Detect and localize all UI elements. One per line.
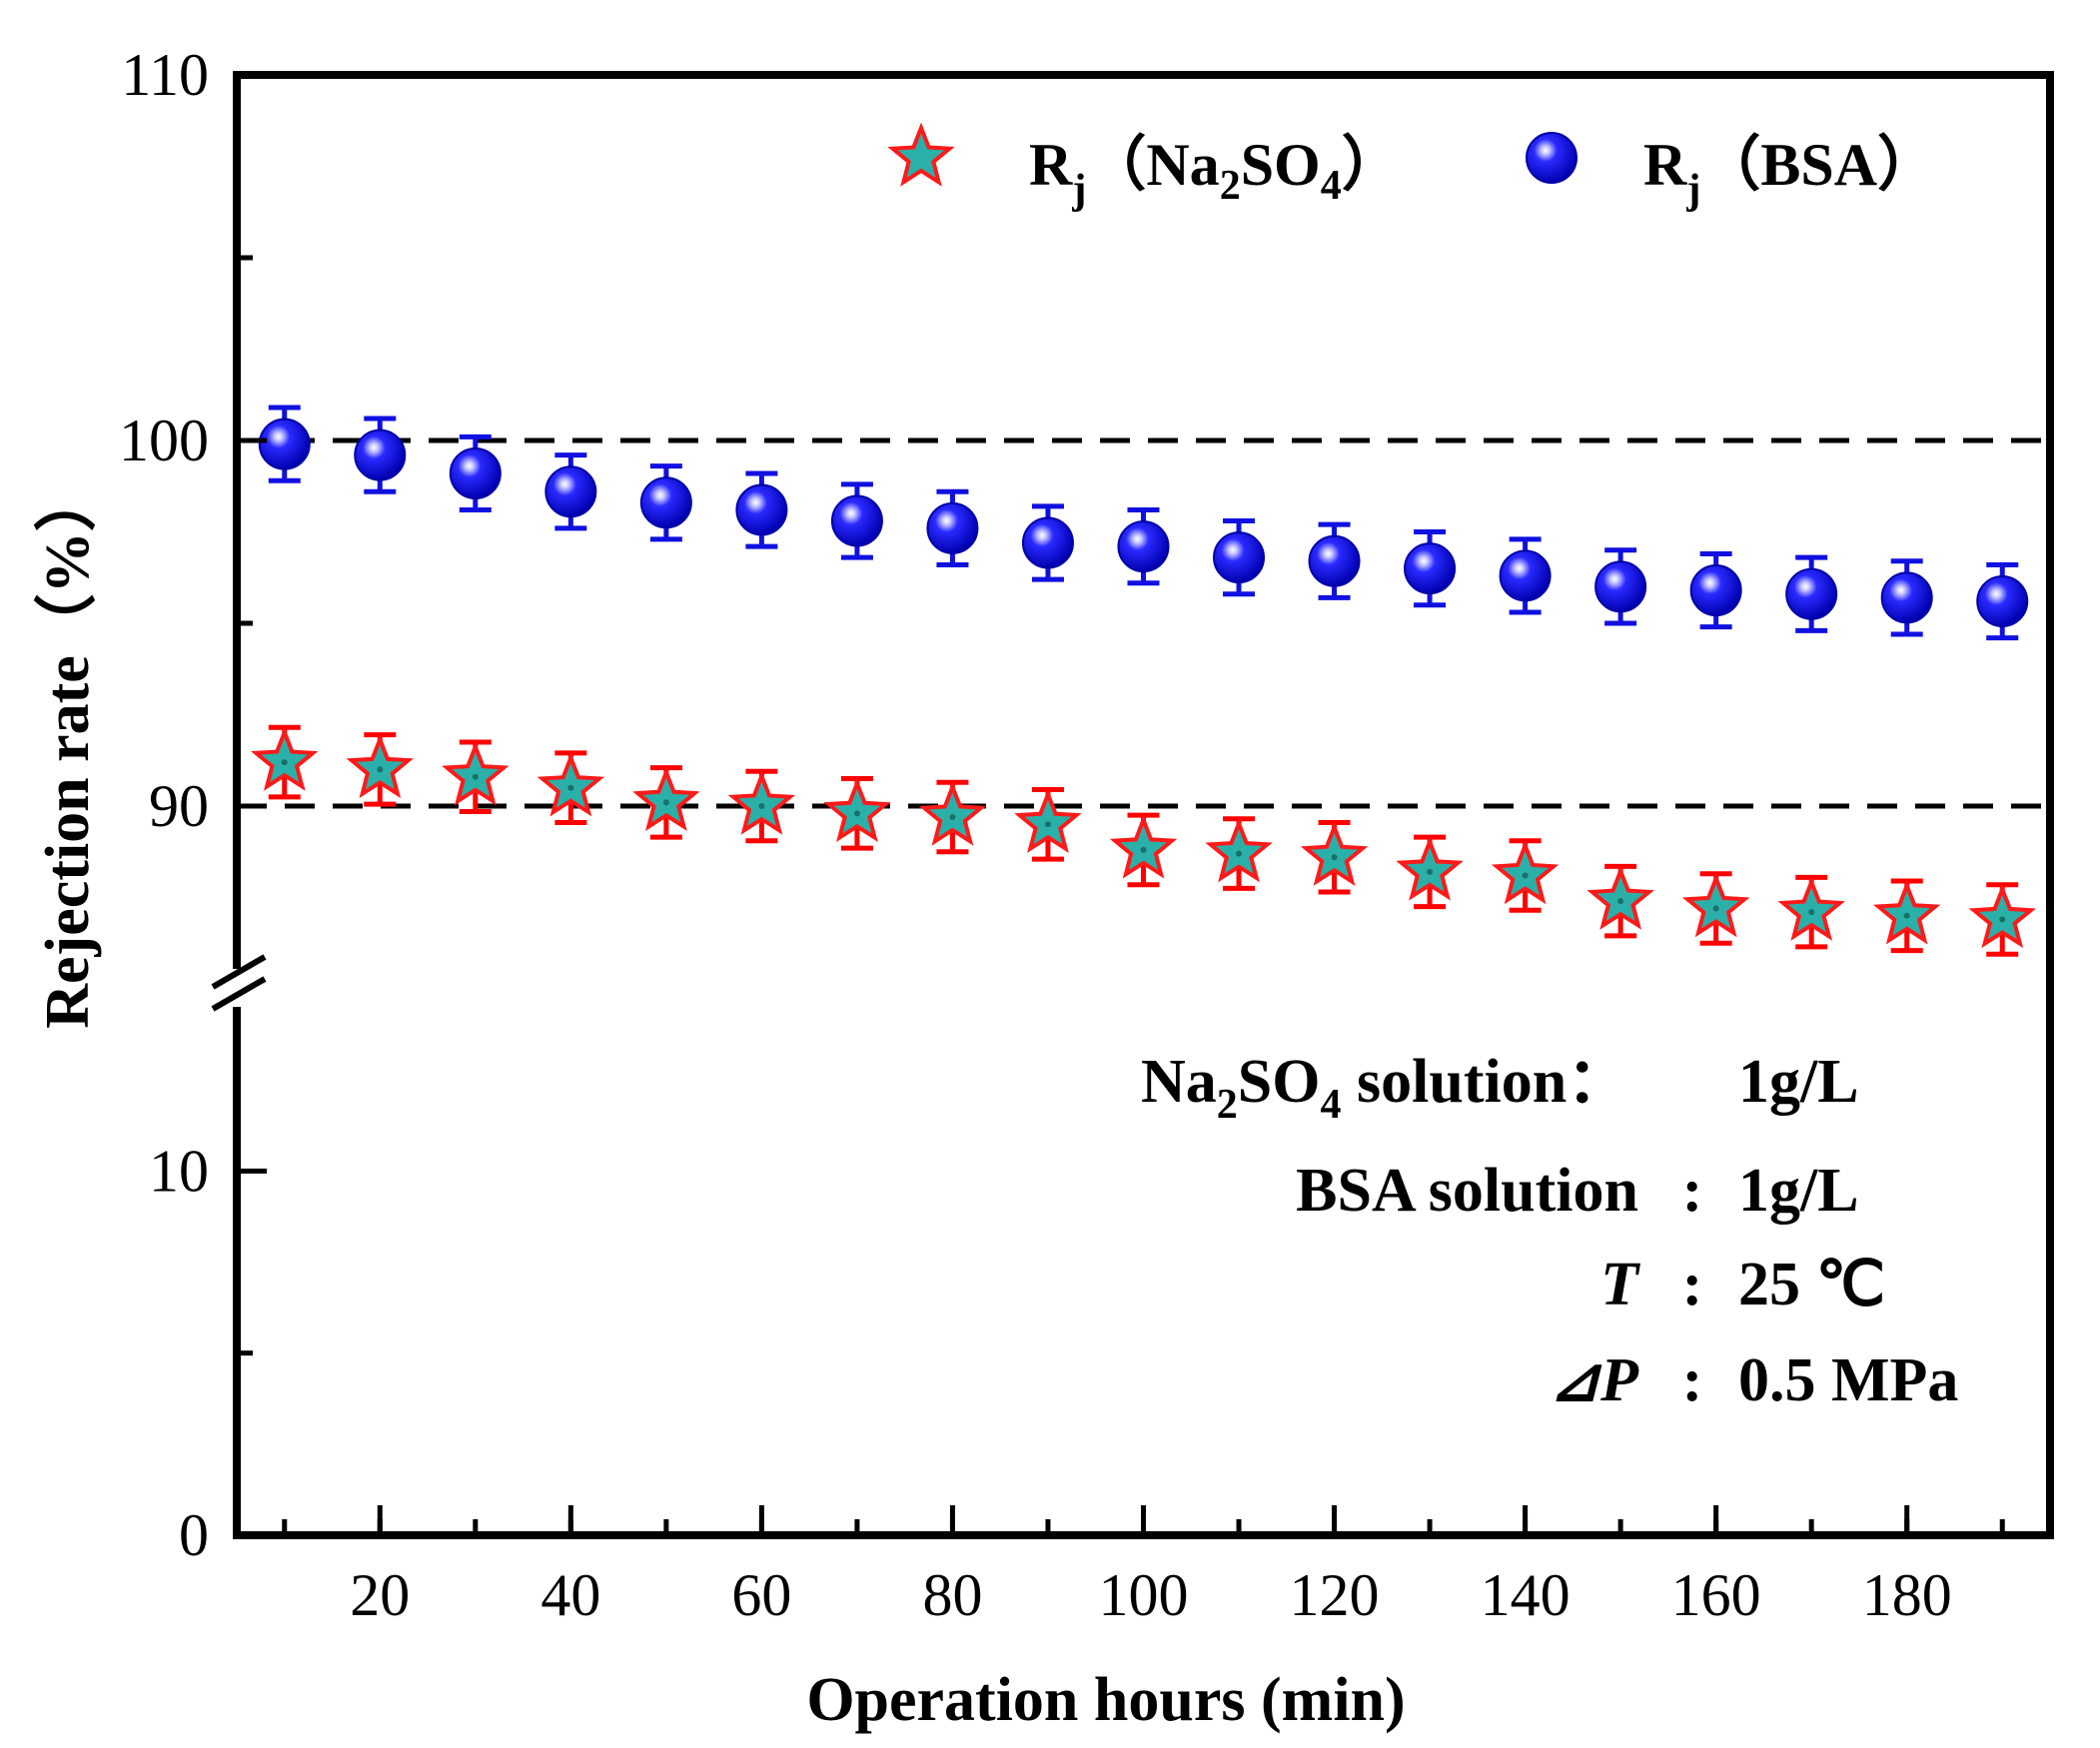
data-point-na2so4-center: [1427, 868, 1434, 875]
annotation-dp-colon: :: [1682, 1346, 1703, 1414]
annotation-dp-value: 0.5 MPa: [1738, 1346, 1958, 1414]
legend-label-na2so4: Rj（Na2SO4）: [1029, 131, 1402, 213]
x-axis-title: Operation hours (min): [806, 1666, 1405, 1734]
ann-na: Na: [1141, 1048, 1217, 1116]
data-point-na2so4-center: [567, 784, 574, 791]
axis-break-mark: [211, 954, 267, 1012]
data-point-bsa: [735, 483, 788, 536]
data-point-na2so4-center: [1331, 854, 1338, 861]
data-point-bsa: [1021, 516, 1074, 569]
data-point-na2so4-center: [1808, 909, 1815, 916]
legend-bsa-r: R: [1643, 132, 1687, 198]
annotation-bsa-colon: :: [1682, 1157, 1703, 1225]
data-point-na2so4-center: [1903, 912, 1910, 919]
y-tick-label: 90: [149, 773, 209, 839]
ann-sub4: 4: [1321, 1082, 1342, 1128]
data-point-bsa: [1213, 531, 1266, 584]
annotation-bsa-label: BSA solution: [1296, 1157, 1638, 1225]
legend-na2so4-sub4: 4: [1321, 163, 1342, 209]
data-point-na2so4-center: [281, 759, 288, 766]
x-tick-label: 60: [731, 1562, 791, 1628]
annotation-t-label: T: [1600, 1251, 1640, 1318]
data-point-bsa: [1689, 564, 1742, 617]
data-point-na2so4-center: [853, 810, 860, 817]
legend: Rj（Na2SO4） Rj（BSA）: [887, 122, 1937, 213]
data-point-bsa: [1117, 520, 1170, 573]
y-tick-label: 0: [179, 1502, 209, 1568]
reference-lines: [237, 437, 2050, 809]
legend-label-bsa: Rj（BSA）: [1643, 131, 1937, 213]
annotation-na2so4-value: 1g/L: [1738, 1048, 1859, 1116]
data-point-bsa: [639, 476, 692, 529]
ann-sub2: 2: [1217, 1082, 1238, 1128]
data-point-na2so4-center: [1044, 821, 1051, 828]
data-point-na2so4-center: [758, 803, 765, 809]
x-tick-label: 80: [922, 1562, 982, 1628]
y-axis-title: Rejection rate（%）: [32, 469, 102, 1029]
x-tick-label: 120: [1290, 1562, 1380, 1628]
annotation-na2so4-solution: Na2SO4 solution：: [1141, 1048, 1628, 1128]
legend-na2so4-paren-open: （: [1086, 131, 1146, 198]
x-tick-label: 100: [1099, 1562, 1189, 1628]
y-tick-label: 100: [119, 408, 209, 473]
legend-na2so4-sub2: 2: [1220, 163, 1241, 209]
legend-na2so4-so: SO: [1241, 132, 1321, 198]
data-point-bsa: [1594, 560, 1647, 613]
data-point-bsa: [1499, 549, 1552, 602]
data-markers: [250, 418, 2036, 949]
annotation-bsa-value: 1g/L: [1738, 1157, 1859, 1225]
data-point-na2so4-center: [1522, 872, 1529, 879]
legend-na2so4-paren-close: ）: [1342, 131, 1402, 198]
annotation-t-colon: :: [1682, 1251, 1703, 1318]
data-point-na2so4-center: [377, 766, 384, 773]
data-point-bsa: [1308, 534, 1361, 587]
annotation-t-value: 25 ℃: [1738, 1251, 1885, 1318]
ann-so: SO: [1238, 1048, 1321, 1116]
data-point-na2so4-center: [949, 813, 956, 820]
legend-sphere-marker: [1526, 132, 1577, 184]
data-point-bsa: [544, 465, 597, 518]
data-point-bsa: [449, 446, 502, 499]
data-point-na2so4-center: [1712, 905, 1719, 912]
ann-solution: solution：: [1342, 1048, 1629, 1116]
x-tick-label: 140: [1481, 1562, 1571, 1628]
data-point-na2so4-center: [1617, 898, 1624, 905]
data-point-bsa: [1976, 575, 2029, 628]
data-point-bsa: [1785, 567, 1838, 620]
legend-item-bsa: Rj（BSA）: [1526, 131, 1937, 213]
data-point-bsa: [1880, 571, 1933, 624]
data-point-na2so4-center: [472, 773, 479, 780]
data-point-bsa: [258, 418, 311, 470]
x-tick-label: 160: [1671, 1562, 1761, 1628]
error-bars: [268, 405, 2019, 957]
y-tick-label: 110: [121, 42, 209, 108]
data-point-bsa: [926, 501, 979, 554]
data-point-na2so4-center: [662, 799, 669, 806]
data-point-na2so4-center: [1999, 916, 2006, 923]
x-axis: 20 40 60 80 100 120 140 160 180: [282, 1505, 2005, 1628]
data-point-bsa: [830, 494, 883, 547]
data-point-na2so4-center: [1140, 846, 1147, 853]
annotation-dp-label: ⊿P: [1549, 1346, 1639, 1414]
x-tick-label: 20: [350, 1562, 410, 1628]
legend-item-na2so4: Rj（Na2SO4）: [887, 122, 1402, 213]
data-point-na2so4-center: [1236, 850, 1243, 857]
legend-bsa-text: （BSA）: [1700, 131, 1937, 198]
legend-bsa-j: j: [1685, 167, 1700, 213]
data-point-bsa: [354, 429, 407, 481]
data-point-bsa: [1404, 542, 1457, 595]
conditions-annotation: Na2SO4 solution： 1g/L BSA solution : 1g/…: [1141, 1048, 1958, 1414]
legend-na2so4-na: Na: [1146, 132, 1219, 198]
legend-star-marker: [887, 122, 955, 187]
x-tick-label: 180: [1862, 1562, 1952, 1628]
legend-na2so4-j: j: [1071, 167, 1086, 213]
legend-na2so4-r: R: [1029, 132, 1073, 198]
x-tick-label: 40: [540, 1562, 600, 1628]
y-tick-label: 10: [149, 1138, 209, 1204]
